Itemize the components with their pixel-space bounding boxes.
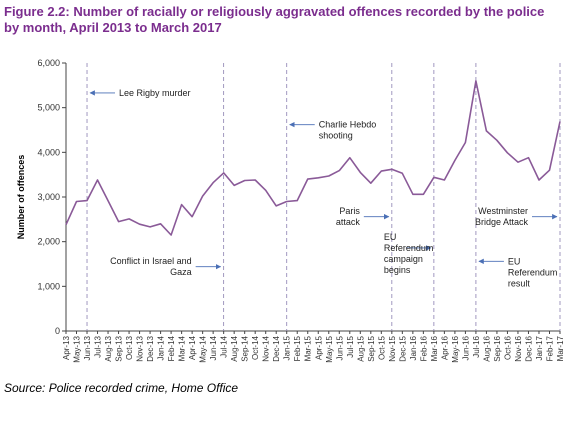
x-tick-label: May-16 — [451, 335, 460, 362]
x-tick-label: Nov-16 — [514, 335, 523, 361]
x-tick-label: Apr-14 — [188, 335, 197, 360]
x-tick-label: Feb-14 — [167, 335, 176, 361]
x-tick-label: Oct-13 — [125, 335, 134, 360]
x-tick-label: Jun-16 — [461, 335, 470, 360]
x-tick-label: Feb-17 — [545, 335, 554, 361]
x-tick-label: Nov-13 — [136, 335, 145, 361]
x-tick-label: Aug-16 — [482, 335, 491, 361]
chart-title: Figure 2.2: Number of racially or religi… — [4, 4, 545, 35]
y-tick-label: 3,000 — [37, 192, 60, 202]
x-tick-label: Jan-14 — [157, 335, 166, 360]
x-tick-label: Jan-16 — [409, 335, 418, 360]
x-tick-label: Jul-14 — [220, 335, 229, 357]
x-tick-label: Oct-16 — [503, 335, 512, 360]
annotation-text: attack — [336, 217, 361, 227]
x-tick-label: Jun-14 — [209, 335, 218, 360]
x-tick-label: Sep-16 — [493, 335, 502, 361]
x-tick-label: May-15 — [325, 335, 334, 362]
y-axis-label: Number of offences — [16, 155, 26, 240]
x-tick-label: Mar-14 — [178, 335, 187, 361]
y-tick-label: 4,000 — [37, 147, 60, 157]
x-tick-label: Apr-13 — [62, 335, 71, 360]
x-tick-label: Apr-15 — [314, 335, 323, 360]
series-layer — [65, 80, 561, 236]
x-tick-label: Mar-17 — [556, 335, 564, 361]
x-tick-label: Jul-15 — [346, 335, 355, 357]
x-tick-label: May-14 — [199, 335, 208, 362]
y-tick-label: 5,000 — [37, 103, 60, 113]
x-tick-label: Sep-13 — [115, 335, 124, 361]
y-tick-label: 1,000 — [37, 281, 60, 291]
annotation-text: result — [508, 278, 531, 288]
x-tick-label: Aug-15 — [356, 335, 365, 361]
x-tick-label: Nov-15 — [388, 335, 397, 361]
y-tick-label: 0 — [55, 326, 60, 336]
annotation-text: Paris — [339, 206, 360, 216]
annotation-text: Charlie Hebdo — [319, 120, 377, 130]
x-tick-label: Dec-14 — [272, 335, 281, 361]
annotation-text: begins — [384, 265, 411, 275]
x-tick-label: Mar-15 — [304, 335, 313, 361]
annotations: Lee Rigby murder Conflict in Israel andGa… — [89, 88, 558, 288]
event-markers — [86, 63, 561, 331]
annotation-text: EU — [384, 232, 397, 242]
x-tick-label: Oct-14 — [251, 335, 260, 360]
y-tick-label: 6,000 — [37, 58, 60, 68]
x-tick-label: Feb-16 — [419, 335, 428, 361]
x-tick-label: Dec-16 — [524, 335, 533, 361]
x-tick-label: Dec-15 — [398, 335, 407, 361]
annotation-text: Conflict in Israel and — [110, 256, 192, 266]
annotation-text: campaign — [384, 254, 423, 264]
x-tick-label: Aug-14 — [230, 335, 239, 361]
annotation-text: Gaza — [170, 267, 192, 277]
x-tick-label: Jul-13 — [94, 335, 103, 357]
x-tick-label: Mar-16 — [430, 335, 439, 361]
chart-source: Source: Police recorded crime, Home Offi… — [4, 381, 239, 395]
x-tick-label: May-13 — [73, 335, 82, 362]
x-tick-label: Jun-15 — [335, 335, 344, 360]
annotation-text: EU — [508, 256, 521, 266]
x-tick-label: Nov-14 — [262, 335, 271, 361]
annotation-text: Bridge Attack — [475, 217, 529, 227]
x-tick-label: Jul-16 — [472, 335, 481, 357]
annotation-text: Westminster — [478, 206, 528, 216]
x-tick-label: Dec-13 — [146, 335, 155, 361]
annotation-text: Lee Rigby murder — [119, 88, 191, 98]
x-tick-label: Jan-15 — [283, 335, 292, 360]
annotation-text: shooting — [319, 131, 353, 141]
x-tick-label: Feb-15 — [293, 335, 302, 361]
x-tick-label: Sep-15 — [367, 335, 376, 361]
x-tick-label: Jun-13 — [83, 335, 92, 360]
y-tick-label: 2,000 — [37, 237, 60, 247]
x-tick-label: Jan-17 — [535, 335, 544, 360]
x-tick-label: Aug-13 — [104, 335, 113, 361]
x-tick-label: Oct-15 — [377, 335, 386, 360]
series-line — [65, 80, 561, 236]
annotation-text: Referendum — [384, 243, 434, 253]
x-tick-label: Apr-16 — [440, 335, 449, 360]
annotation-text: Referendum — [508, 267, 558, 277]
x-tick-label: Sep-14 — [241, 335, 250, 361]
